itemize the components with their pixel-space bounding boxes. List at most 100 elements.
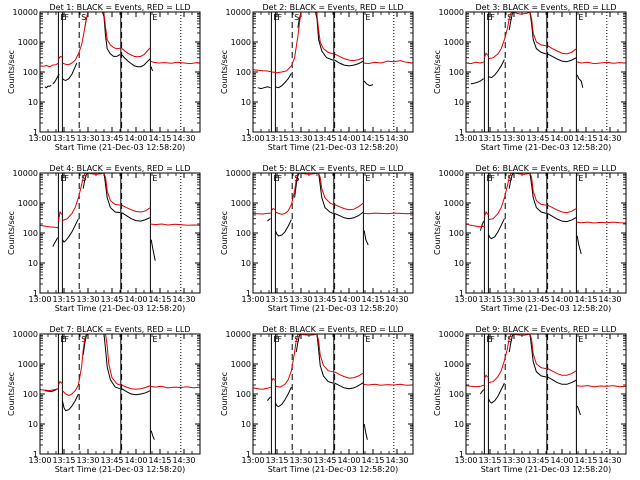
lld-series-line <box>270 207 276 212</box>
events-series-line <box>479 220 485 231</box>
detector-panel-1: Det 1: BLACK = Events, RED = LLD 1 10 100 10… <box>7 3 201 152</box>
detector-panel-7: Det 7: BLACK = Events, RED = LLD 1 10 100 10… <box>7 325 201 474</box>
y-tick-label: 100 <box>236 390 251 399</box>
lld-series-line <box>105 333 121 386</box>
plot-frame <box>465 11 627 133</box>
lld-series-line <box>270 377 276 382</box>
plot-frame <box>465 333 627 455</box>
events-series-line <box>52 237 59 247</box>
events-series-line <box>314 11 334 61</box>
events-series-line <box>529 333 547 378</box>
panel-title: Det 3: BLACK = Events, RED = LLD <box>476 3 617 12</box>
marker-letter: E <box>60 174 65 183</box>
marker-letter: F <box>277 335 282 344</box>
x-tick-label: 13:15 <box>478 295 501 304</box>
marker-letter: S <box>81 13 86 22</box>
events-series-line <box>576 235 582 255</box>
y-tick-label: 1000 <box>18 38 38 47</box>
x-tick-label: 13:00 <box>28 134 51 143</box>
plot-frame <box>252 172 414 294</box>
x-tick-label: 13:00 <box>28 456 51 465</box>
y-tick-label: 100 <box>23 68 38 77</box>
y-tick-label: 1000 <box>18 199 38 208</box>
y-tick-label: 10000 <box>439 169 464 178</box>
y-tick-label: 10000 <box>439 330 464 339</box>
lld-series-line <box>252 11 303 74</box>
x-tick-label: 13:15 <box>478 134 501 143</box>
marker-letter: E <box>273 13 278 22</box>
x-tick-label: 13:00 <box>454 295 477 304</box>
plot-frame <box>39 172 201 294</box>
x-tick-label: 14:00 <box>337 295 360 304</box>
events-series-line <box>62 62 78 82</box>
events-series-line <box>508 11 515 31</box>
marker-letter: F <box>490 174 495 183</box>
events-series-line <box>576 74 584 88</box>
lld-series-line <box>39 388 59 392</box>
x-tick-label: 13:15 <box>265 295 288 304</box>
marker-letter: E <box>60 13 65 22</box>
events-series-line <box>470 78 484 85</box>
events-series-line <box>334 382 364 390</box>
y-axis-label: Counts/sec <box>220 372 229 416</box>
x-axis-label: Start Time (21-Dec-03 12:58:20) <box>481 304 612 313</box>
events-series-line <box>150 239 156 261</box>
marker-letter: E <box>578 13 583 22</box>
x-tick-label: 13:30 <box>502 134 525 143</box>
lld-series-line <box>121 47 151 58</box>
lld-series-line <box>62 11 90 66</box>
lld-series-line <box>483 52 489 58</box>
x-tick-label: 13:45 <box>313 456 336 465</box>
lld-series-line <box>150 60 201 65</box>
lld-series-line <box>547 368 577 376</box>
panel-title: Det 1: BLACK = Events, RED = LLD <box>50 3 191 12</box>
events-series-line <box>508 333 515 353</box>
events-series-line <box>334 59 364 67</box>
x-tick-label: 14:00 <box>337 134 360 143</box>
y-tick-label: 100 <box>449 390 464 399</box>
y-axis-label: Counts/sec <box>433 50 442 94</box>
lld-series-line <box>150 385 201 389</box>
x-tick-label: 14:30 <box>172 456 195 465</box>
events-series-line <box>334 211 364 220</box>
x-tick-label: 13:30 <box>76 456 99 465</box>
x-tick-label: 13:45 <box>526 456 549 465</box>
x-tick-label: 14:30 <box>172 134 195 143</box>
y-tick-label: 10 <box>454 259 464 268</box>
lld-series-line <box>62 172 87 222</box>
lld-series-line <box>57 380 63 386</box>
lld-series-line <box>363 60 414 65</box>
y-tick-label: 1 <box>246 289 251 298</box>
x-tick-label: 14:30 <box>598 134 621 143</box>
events-series-line <box>547 53 577 63</box>
lld-series-line <box>513 11 531 15</box>
y-tick-label: 1000 <box>444 38 464 47</box>
events-series-line <box>316 333 334 384</box>
lld-series-line <box>275 333 300 388</box>
x-axis-label: Start Time (21-Dec-03 12:58:20) <box>55 465 186 474</box>
x-tick-label: 13:15 <box>52 456 75 465</box>
y-axis-label: Counts/sec <box>7 50 16 94</box>
events-series-line <box>61 393 79 412</box>
x-tick-label: 13:00 <box>454 456 477 465</box>
events-series-line <box>529 172 547 214</box>
y-tick-label: 100 <box>23 390 38 399</box>
y-tick-label: 1000 <box>18 360 38 369</box>
marker-letter: E <box>486 335 491 344</box>
x-tick-label: 14:15 <box>361 456 384 465</box>
lld-series-line <box>252 386 272 390</box>
plot-frame <box>252 333 414 455</box>
y-tick-label: 10 <box>241 420 251 429</box>
x-tick-label: 14:00 <box>550 295 573 304</box>
y-tick-label: 1 <box>459 289 464 298</box>
lld-series-line <box>363 383 414 386</box>
y-tick-label: 10 <box>454 98 464 107</box>
lld-series-line <box>316 333 334 373</box>
x-tick-label: 14:00 <box>550 456 573 465</box>
events-series-line <box>44 84 52 89</box>
marker-letter: F <box>277 13 282 22</box>
y-tick-label: 100 <box>236 68 251 77</box>
lld-series-line <box>121 204 151 213</box>
panel-title: Det 5: BLACK = Events, RED = LLD <box>263 164 404 173</box>
